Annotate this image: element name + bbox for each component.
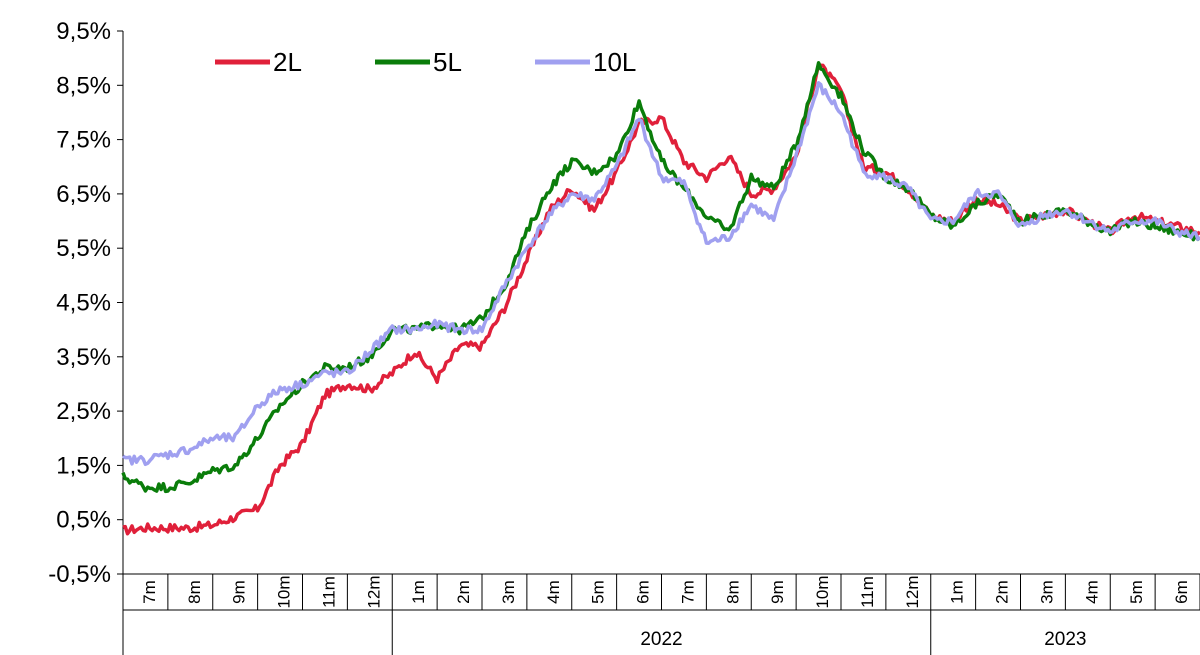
series-line-10L: [122, 81, 1200, 467]
x-tick-label: 1m: [409, 580, 428, 604]
x-tick-label: 2m: [993, 580, 1012, 604]
year-label: 2023: [1044, 629, 1086, 650]
x-tick-label: 9m: [768, 580, 787, 604]
y-tick-label: 8,5%: [56, 72, 111, 99]
y-tick-label: 1,5%: [56, 452, 111, 479]
x-tick-label: 4m: [544, 580, 563, 604]
x-tick-label: 6m: [634, 580, 653, 604]
y-tick-label: 3,5%: [56, 344, 111, 371]
x-tick-label: 8m: [723, 580, 742, 604]
y-tick-label: 0,5%: [56, 507, 111, 534]
y-tick-label: 4,5%: [56, 290, 111, 317]
x-tick-label: 4m: [1082, 580, 1101, 604]
y-tick-label: 6,5%: [56, 181, 111, 208]
y-tick-label: 5,5%: [56, 235, 111, 262]
x-tick-label: 11m: [319, 576, 338, 608]
x-tick-label: 6m: [1172, 580, 1191, 604]
legend-label-5L: 5L: [433, 47, 462, 77]
x-tick-label: 12m: [903, 575, 922, 608]
chart-series: [121, 61, 1200, 536]
x-tick-label: 11m: [858, 576, 877, 608]
x-tick-label: 7m: [678, 580, 697, 604]
legend-label-2L: 2L: [273, 47, 302, 77]
x-tick-label: 1m: [948, 580, 967, 604]
chart-axes: 9,5% 8,5% 7,5% 6,5% 5,5% 4,5% 3,5% 2,5% 1,5% 0,5%…: [48, 18, 1200, 655]
y-tick-label: -0,5%: [48, 561, 111, 588]
x-tick-label: 9m: [230, 580, 249, 604]
x-tick-label: 8m: [185, 580, 204, 604]
series-line-5L: [121, 61, 1200, 494]
x-tick-label: 2m: [454, 580, 473, 604]
y-tick-label: 2,5%: [56, 398, 111, 425]
y-tick-label: 9,5%: [56, 18, 111, 45]
x-tick-label: 10m: [275, 575, 294, 608]
x-tick-label: 12m: [364, 575, 383, 608]
x-tick-label: 3m: [1037, 580, 1056, 604]
x-tick-label: 7m: [140, 580, 159, 604]
x-tick-label: 5m: [1127, 580, 1146, 604]
year-label: 2022: [640, 629, 682, 650]
x-tick-label: 3m: [499, 580, 518, 604]
y-tick-label: 7,5%: [56, 127, 111, 154]
legend-label-10L: 10L: [593, 47, 636, 77]
series-line-2L: [122, 62, 1200, 536]
x-tick-label: 5m: [589, 580, 608, 604]
x-tick-label: 10m: [813, 575, 832, 608]
chart-legend: 2L 5L 10L: [215, 47, 636, 77]
